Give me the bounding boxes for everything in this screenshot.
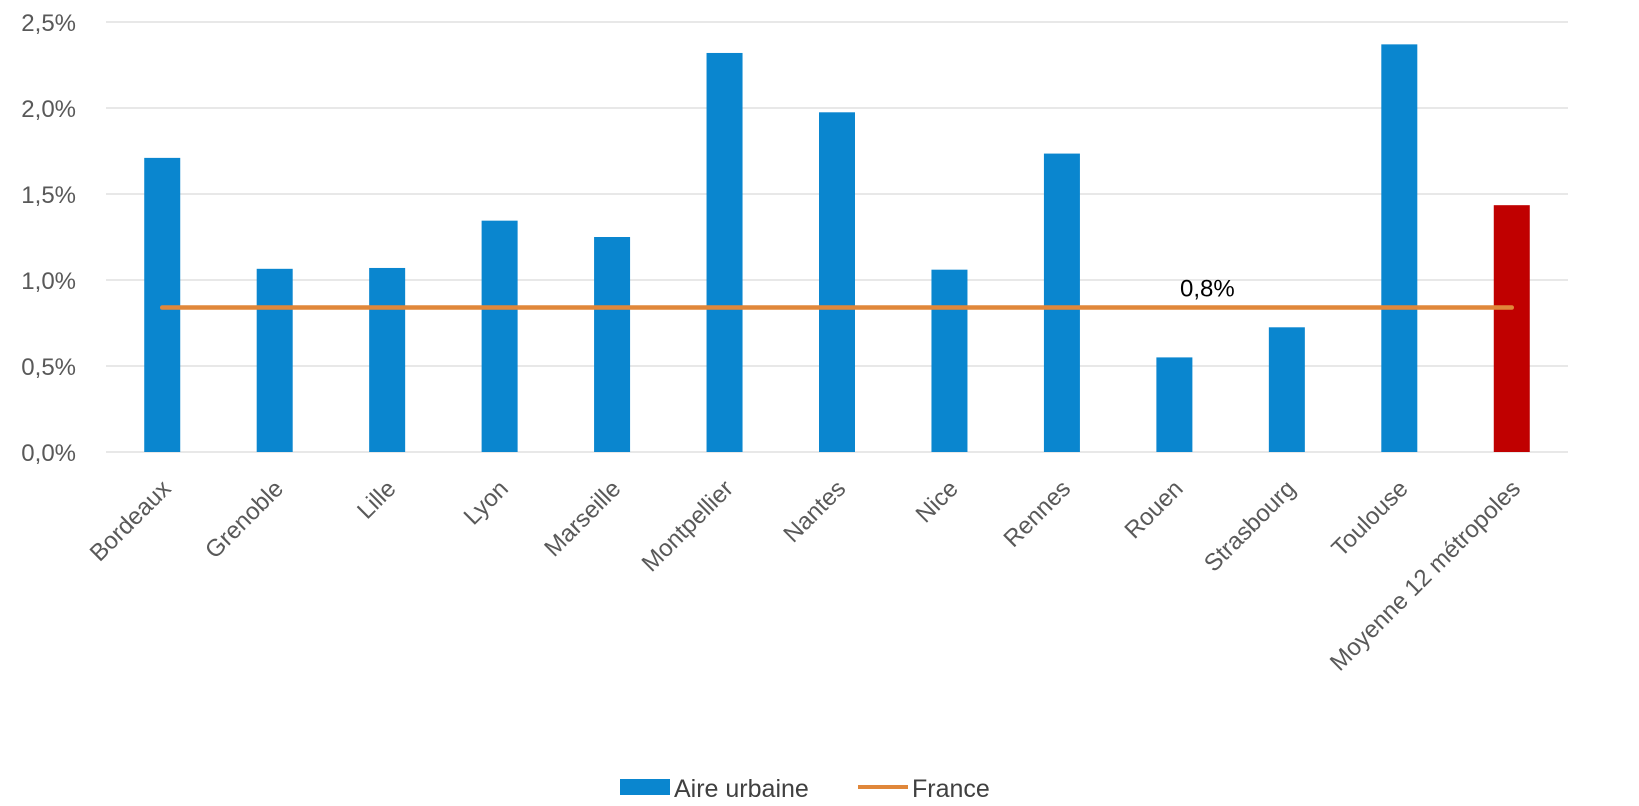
x-category-label: Nice — [911, 475, 964, 528]
bar-lille — [369, 267, 406, 452]
bar-strasbourg — [1268, 327, 1305, 452]
x-category-label: Rennes — [999, 475, 1077, 553]
bar-nantes — [819, 112, 855, 453]
y-axis-ticks: 0,0% 0,5% 1,0% 1,5% 2,0% 2,5% — [21, 10, 76, 467]
x-category-label: Moyenne 12 métropoles — [1325, 475, 1526, 676]
legend-label-aire-urbaine: Aire urbaine — [674, 775, 809, 803]
legend-swatch-aire-urbaine — [620, 779, 670, 795]
y-tick-label: 1,5% — [21, 182, 76, 209]
line-data-label: 0,8% — [1180, 276, 1235, 303]
x-category-label: Toulouse — [1327, 475, 1414, 562]
x-category-label: Nantes — [778, 475, 851, 548]
bar-nice — [931, 269, 968, 452]
x-category-label: Lille — [352, 475, 401, 524]
y-tick-label: 2,0% — [21, 96, 76, 123]
bar-marseille — [594, 237, 631, 452]
bar-moyenne-12-métropoles — [1493, 205, 1530, 452]
x-category-label: Strasbourg — [1199, 475, 1301, 577]
x-category-label: Rouen — [1120, 475, 1189, 544]
bar-rouen — [1156, 357, 1193, 452]
bar-grenoble — [256, 268, 293, 452]
bar-bordeaux — [144, 157, 181, 452]
bar-series — [144, 44, 1530, 453]
bar-toulouse — [1381, 44, 1418, 453]
y-tick-label: 1,0% — [21, 268, 76, 295]
legend: Aire urbaine France — [620, 775, 990, 803]
x-category-label: Montpellier — [637, 475, 739, 577]
y-tick-label: 2,5% — [21, 10, 76, 37]
y-tick-label: 0,5% — [21, 354, 76, 381]
legend-label-france: France — [912, 775, 990, 803]
line-series: 0,8% — [159, 276, 1515, 310]
bar-rennes — [1043, 153, 1080, 452]
x-category-label: Marseille — [539, 475, 626, 562]
x-category-label: Bordeaux — [85, 475, 177, 567]
x-category-label: Grenoble — [200, 475, 289, 564]
bar-lyon — [481, 220, 518, 452]
x-axis-categories: Bordeaux Grenoble Lille Lyon Marseille Montpe… — [85, 475, 1526, 676]
x-category-label: Lyon — [459, 475, 514, 530]
y-tick-label: 0,0% — [21, 440, 76, 467]
bar-montpellier — [706, 52, 743, 453]
